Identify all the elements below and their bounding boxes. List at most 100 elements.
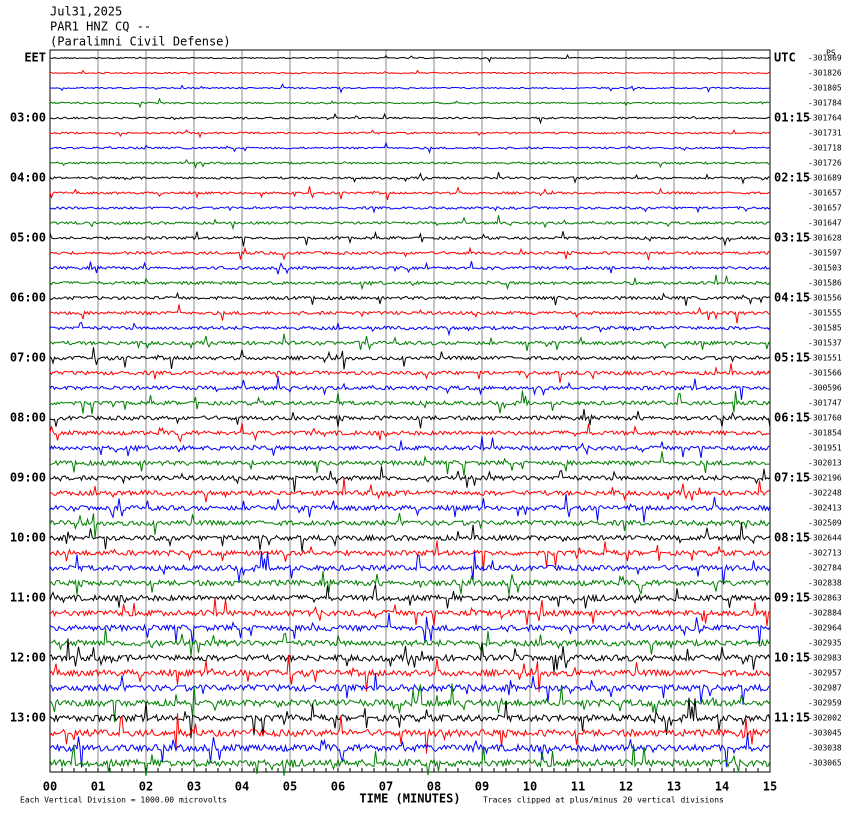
right-time-label: 02:15 — [774, 171, 810, 185]
x-tick-label: 03 — [187, 780, 201, 794]
trace — [49, 451, 771, 476]
offset-label: -302935 — [808, 639, 842, 648]
trace — [49, 627, 771, 656]
x-tick-label: 07 — [379, 780, 393, 794]
left-time-label: 03:00 — [10, 111, 46, 125]
offset-label: -302983 — [808, 654, 842, 663]
trace — [49, 584, 771, 609]
offset-label: -301555 — [808, 309, 842, 318]
offset-label: -301718 — [808, 144, 842, 153]
trace — [50, 69, 771, 75]
offset-label: -301854 — [808, 429, 842, 438]
right-time-label: 09:15 — [774, 591, 810, 605]
x-tick-label: 06 — [331, 780, 345, 794]
trace — [49, 683, 771, 723]
trace — [49, 333, 771, 351]
trace — [49, 436, 771, 458]
trace — [49, 744, 771, 776]
offset-label: -301586 — [808, 279, 842, 288]
x-tick-label: 11 — [571, 780, 585, 794]
trace — [49, 422, 771, 443]
left-time-label: 05:00 — [10, 231, 46, 245]
offset-label: -301726 — [808, 159, 842, 168]
trace — [49, 733, 771, 768]
trace — [49, 477, 771, 503]
trace — [49, 128, 771, 139]
offset-label: -302644 — [808, 534, 842, 543]
left-time-label: 12:00 — [10, 651, 46, 665]
offset-label: -303038 — [808, 744, 842, 753]
x-tick-label: 09 — [475, 780, 489, 794]
x-tick-label: 04 — [235, 780, 249, 794]
trace — [49, 321, 771, 337]
trace — [49, 186, 771, 201]
x-tick-label: 05 — [283, 780, 297, 794]
trace — [50, 141, 771, 154]
right-time-label: 11:15 — [774, 711, 810, 725]
right-time-label: 08:15 — [774, 531, 810, 545]
trace — [49, 376, 771, 401]
plot-frame — [49, 49, 771, 773]
offset-label: -302884 — [808, 609, 842, 618]
right-time-label: 07:15 — [774, 471, 810, 485]
trace — [49, 570, 771, 596]
trace — [49, 654, 771, 693]
offset-label: -301747 — [808, 399, 842, 408]
offset-label: -301657 — [808, 204, 842, 213]
trace — [49, 304, 771, 324]
right-time-label: 05:15 — [774, 351, 810, 365]
trace — [49, 408, 771, 429]
offset-label: -301503 — [808, 264, 842, 273]
offset-label: -301805 — [808, 84, 842, 93]
trace — [49, 466, 771, 493]
trace — [49, 513, 771, 539]
x-tick-label: 00 — [43, 780, 57, 794]
trace — [49, 347, 771, 370]
offset-label: -302248 — [808, 489, 842, 498]
x-tick-label: 01 — [91, 780, 105, 794]
trace — [49, 172, 771, 185]
trace — [49, 612, 771, 645]
offset-label: -301689 — [808, 174, 842, 183]
offset-label: -301585 — [808, 324, 842, 333]
offset-label: -302713 — [808, 549, 842, 558]
trace — [49, 638, 771, 673]
offset-label: -301566 — [808, 369, 842, 378]
trace — [49, 261, 771, 275]
trace — [49, 540, 771, 570]
offset-label: -302013 — [808, 459, 842, 468]
x-axis-label: TIME (MINUTES) — [359, 792, 460, 806]
x-tick-label: 10 — [523, 780, 537, 794]
station: (Paralimni Civil Defense) — [50, 35, 231, 49]
trace — [49, 246, 771, 261]
trace — [49, 713, 771, 754]
corner-label: PS — [826, 49, 836, 58]
offset-label: -301731 — [808, 129, 842, 138]
trace — [49, 112, 771, 125]
x-tick-label: 13 — [667, 780, 681, 794]
left-time-label: 07:00 — [10, 351, 46, 365]
offset-label: -302964 — [808, 624, 842, 633]
offset-label: -301657 — [808, 189, 842, 198]
x-tick-label: 02 — [139, 780, 153, 794]
scale-note: Each Vertical Division = 1000.00 microvo… — [20, 796, 227, 805]
offset-label: -301764 — [808, 114, 842, 123]
trace — [49, 597, 771, 627]
clip-note: Traces clipped at plus/minus 20 vertical… — [483, 796, 724, 805]
offset-label: -302784 — [808, 564, 842, 573]
trace — [49, 158, 771, 169]
x-tick-label: 08 — [427, 780, 441, 794]
offset-label: -302863 — [808, 594, 842, 603]
offset-label: -302196 — [808, 474, 842, 483]
trace — [49, 206, 771, 214]
trace — [49, 697, 771, 739]
right-time-label: 10:15 — [774, 651, 810, 665]
trace — [49, 363, 771, 384]
trace — [49, 274, 771, 291]
trace — [49, 390, 771, 415]
trace — [49, 215, 771, 231]
left-time-label: 13:00 — [10, 711, 46, 725]
right-time-label: 04:15 — [774, 291, 810, 305]
channel: PAR1 HNZ CQ -- — [50, 20, 151, 34]
